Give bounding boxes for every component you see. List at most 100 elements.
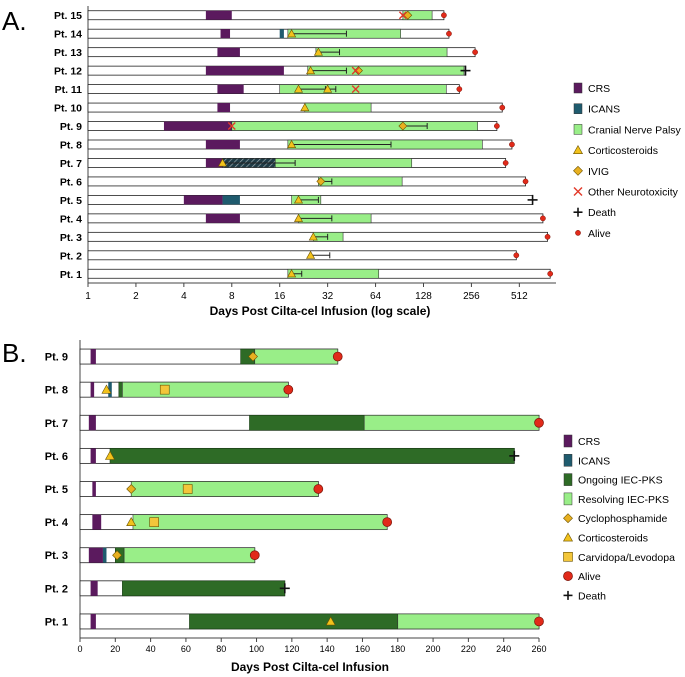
panel-a-row-label: Pt. 11 bbox=[55, 84, 83, 96]
panel-a-row-label: Pt. 1 bbox=[60, 269, 82, 281]
crs-segment bbox=[217, 47, 240, 57]
death-marker bbox=[460, 65, 471, 76]
icans-segment bbox=[102, 547, 107, 563]
panel-b-x-tick-label: 60 bbox=[181, 644, 191, 654]
legend-label-neurotox: Other Neurotoxicity bbox=[588, 187, 679, 199]
alive-marker bbox=[509, 141, 515, 148]
corticosteroid-duration bbox=[222, 159, 296, 166]
legend-swatch-crs bbox=[573, 82, 583, 94]
corticosteroid-marker bbox=[126, 516, 137, 527]
panel-b-row-label: Pt. 8 bbox=[45, 385, 68, 397]
panel-b-x-tick-label: 160 bbox=[355, 644, 370, 654]
corticosteroid-marker bbox=[294, 195, 304, 204]
cranial-nerve-palsy-segment bbox=[279, 84, 447, 94]
legend-label-icans: ICANS bbox=[588, 104, 620, 116]
corticosteroid-marker bbox=[306, 250, 316, 259]
legend-label-alive: Alive bbox=[588, 228, 611, 240]
crs-segment bbox=[163, 121, 232, 131]
panel-b-row-label: Pt. 5 bbox=[45, 484, 68, 496]
alive-marker bbox=[382, 517, 393, 527]
crs-segment bbox=[205, 158, 223, 168]
resolving-iec-pks-segment bbox=[132, 514, 388, 530]
cranial-nerve-palsy-segment bbox=[231, 121, 478, 131]
panel-a-x-tick-label: 256 bbox=[463, 291, 480, 302]
death-marker bbox=[527, 194, 538, 205]
crs-segment bbox=[205, 213, 240, 223]
ongoing-iec-pks-segment bbox=[122, 580, 286, 597]
crs-segment bbox=[92, 481, 96, 497]
ongoing-iec-pks-segment bbox=[109, 448, 515, 464]
ivig-marker bbox=[354, 66, 363, 76]
corticosteroid-marker bbox=[300, 102, 310, 112]
panel-b-x-axis-title: Days Post Cilta-cel Infusion bbox=[231, 660, 389, 674]
panel-b-x-tick-label: 180 bbox=[390, 644, 405, 654]
corticosteroid-marker bbox=[325, 616, 336, 626]
panel-a-x-tick-label: 512 bbox=[511, 291, 528, 302]
icans-segment bbox=[222, 195, 240, 205]
corticosteroid-marker bbox=[323, 84, 333, 93]
ongoing-iec-pks-segment bbox=[249, 414, 365, 431]
panel-a-row-label: Pt. 12 bbox=[54, 66, 82, 78]
corticosteroid-duration bbox=[318, 49, 341, 56]
corticosteroid-duration bbox=[298, 215, 333, 222]
legend-label-cnp: Cranial Nerve Palsy bbox=[588, 124, 682, 136]
panel-a-label: A. bbox=[2, 6, 27, 36]
panel-a-row-label: Pt. 13 bbox=[54, 47, 82, 59]
other-neurotoxicity-marker-stroke bbox=[398, 11, 407, 20]
carvidopa-levodopa-marker bbox=[159, 384, 170, 395]
panel-a-x-tick-label: 16 bbox=[274, 291, 286, 302]
corticosteroid-marker bbox=[313, 47, 323, 56]
resolving-iec-pks-segment bbox=[123, 547, 256, 564]
legend-swatch-cyclo bbox=[563, 513, 573, 524]
corticosteroid-marker bbox=[306, 66, 316, 75]
panel-a-timeline-bar bbox=[87, 250, 517, 261]
legend-swatch-alive bbox=[563, 571, 573, 581]
panel-a-row-label: Pt. 14 bbox=[54, 29, 82, 41]
panel-a-row-label: Pt. 6 bbox=[60, 176, 82, 188]
carvidopa-levodopa-marker bbox=[182, 484, 193, 494]
corticosteroid-duration bbox=[310, 252, 331, 259]
panel-b-row-label: Pt. 4 bbox=[45, 517, 69, 529]
panel-a-timeline-bar bbox=[87, 102, 503, 113]
alive-marker bbox=[540, 215, 546, 222]
carvidopa-levodopa-marker bbox=[149, 517, 159, 527]
legend-label-ivig: IVIG bbox=[588, 166, 609, 178]
panel-a-row-label: Pt. 10 bbox=[54, 103, 82, 115]
legend-swatch-cortico bbox=[562, 532, 574, 542]
corticosteroid-marker bbox=[294, 213, 304, 222]
legend-swatch-death bbox=[563, 590, 573, 600]
panel-a-x-tick-label: 64 bbox=[370, 291, 382, 302]
panel-b-x-tick-label: 240 bbox=[496, 644, 511, 654]
crs-segment bbox=[217, 103, 231, 113]
resolving-iec-pks-segment bbox=[397, 613, 540, 630]
crs-segment bbox=[205, 10, 232, 20]
icans-segment bbox=[108, 382, 112, 398]
cranial-nerve-palsy-segment bbox=[274, 158, 413, 168]
panel-b-x-tick-label: 220 bbox=[461, 644, 476, 654]
panel-a-x-tick-label: 8 bbox=[229, 291, 235, 302]
other-neurotoxicity-marker-stroke bbox=[351, 85, 360, 94]
alive-marker bbox=[547, 270, 554, 277]
legend-swatch-crs bbox=[563, 434, 573, 448]
legend-swatch-carbi bbox=[563, 551, 573, 562]
legend-swatch-resolving bbox=[563, 492, 573, 506]
alive-marker bbox=[522, 178, 529, 185]
ongoing-iec-pks-segment bbox=[189, 613, 399, 630]
corticosteroid-marker bbox=[101, 384, 112, 394]
panel-b-row-label: Pt. 6 bbox=[45, 451, 68, 463]
crs-segment bbox=[88, 415, 96, 431]
ivig-marker bbox=[398, 121, 408, 131]
resolving-iec-pks-segment bbox=[363, 414, 540, 431]
alive-marker bbox=[313, 484, 324, 494]
crs-segment bbox=[217, 84, 244, 94]
crs-segment bbox=[90, 349, 96, 365]
corticosteroid-marker bbox=[287, 269, 297, 278]
alive-marker bbox=[332, 351, 343, 362]
legend-label-death: Death bbox=[578, 590, 606, 602]
legend-swatch-alive bbox=[575, 230, 581, 236]
alive-marker bbox=[534, 417, 544, 428]
panel-b-x-tick-label: 200 bbox=[426, 644, 441, 654]
alive-marker bbox=[513, 252, 520, 259]
alive-marker bbox=[446, 30, 452, 37]
panel-b-label: B. bbox=[2, 338, 27, 368]
